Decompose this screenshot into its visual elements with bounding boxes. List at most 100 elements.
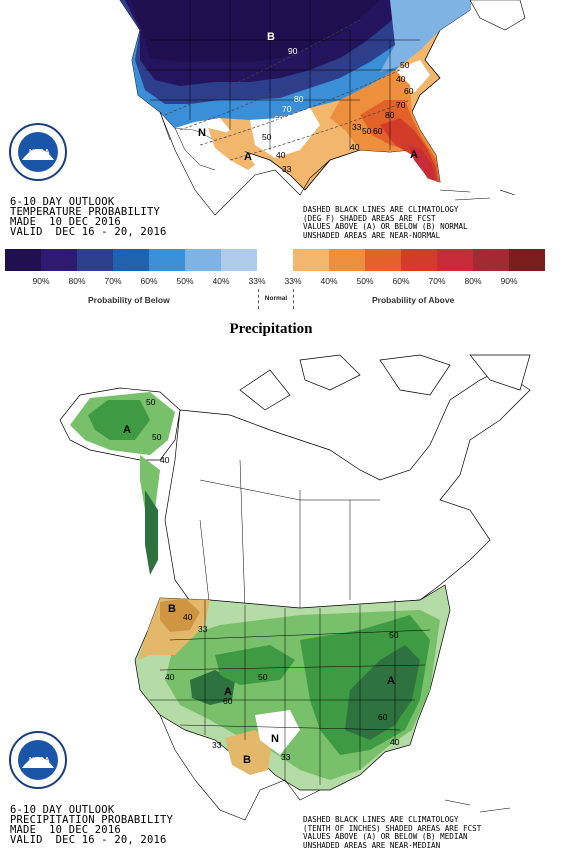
temp-contour-60: 60 — [274, 114, 284, 124]
scale-swatch — [149, 249, 185, 271]
precip-label-near-median: N — [271, 733, 279, 745]
scale-tick-label: 40% — [212, 276, 230, 286]
svg-text:NOAA: NOAA — [29, 149, 50, 156]
precip-conus — [134, 584, 451, 791]
precip-title-line-3: MADE 10 DEC 2016 — [10, 824, 121, 836]
precip-note-line-1: DASHED BLACK LINES ARE CLIMATOLOGY — [303, 815, 459, 824]
temp-contour-90: 90 — [288, 46, 298, 56]
temp-label-below: B — [267, 31, 275, 43]
precip-contour-40c: 40 — [165, 672, 175, 682]
precip-contour-50b: 50 — [152, 432, 162, 442]
temp-contour-e80: 80 — [385, 110, 395, 120]
scale-swatch — [509, 249, 545, 271]
precip-contour-50d: 50 — [389, 630, 399, 640]
precipitation-contour-values: 50 50 40 40 33 40 50 60 50 60 40 33 33 — [146, 397, 400, 762]
precipitation-heading: Precipitation — [229, 321, 313, 337]
precip-islands — [444, 799, 511, 813]
temp-title-line-1: 6-10 DAY OUTLOOK — [10, 196, 115, 208]
precip-contour-50c: 50 — [258, 672, 268, 682]
scale-tick-label: 90% — [500, 276, 518, 286]
scale-swatch — [257, 249, 293, 271]
temperature-state-lines — [145, 0, 420, 171]
noaa-logo-temperature: NOAA — [9, 123, 67, 181]
temp-note-line-3: VALUES ABOVE (A) OR BELOW (B) NORMAL — [303, 222, 468, 231]
scale-swatch — [437, 249, 473, 271]
precip-contour-33a: 33 — [198, 624, 208, 634]
temperature-outlook-map: B A N A 90 80 70 60 50 40 33 50 40 60 70… — [0, 0, 562, 245]
scale-swatch — [329, 249, 365, 271]
svg-text:NOAA: NOAA — [29, 757, 50, 764]
precip-contour-33c: 33 — [281, 752, 291, 762]
precip-label-below-texas: B — [243, 754, 251, 766]
scale-swatch — [113, 249, 149, 271]
precip-title-line-1: 6-10 DAY OUTLOOK — [10, 804, 115, 816]
temp-title-line-4: VALID DEC 16 - 20, 2016 — [10, 226, 167, 238]
precipitation-legend-note: DASHED BLACK LINES ARE CLIMATOLOGY (TENTH… — [303, 815, 482, 850]
precip-label-above-alaska: A — [123, 424, 131, 436]
temp-note-line-4: UNSHADED AREAS ARE NEAR-NORMAL — [303, 230, 441, 240]
scale-swatch — [221, 249, 257, 271]
precip-contour-40d: 40 — [390, 737, 400, 747]
precip-label-below-nw: B — [168, 603, 176, 615]
scale-swatch — [5, 249, 41, 271]
precip-title-line-2: PRECIPITATION PROBABILITY — [10, 814, 174, 826]
scale-tick-label: 60% — [392, 276, 410, 286]
precip-contour-60a: 60 — [223, 696, 233, 706]
scale-tick-label: 33% — [248, 276, 266, 286]
precip-contour-40a: 40 — [160, 455, 170, 465]
temp-title-line-2: TEMPERATURE PROBABILITY — [10, 206, 160, 218]
probability-above-label: Probability of Above — [372, 295, 455, 305]
scale-tick-label: 80% — [464, 276, 482, 286]
temp-contour-80: 80 — [294, 94, 304, 104]
scale-tick-label: 70% — [428, 276, 446, 286]
precip-label-above-rockies: A — [224, 686, 232, 698]
scale-label-spacer — [527, 276, 545, 288]
temp-label-above: A — [244, 151, 252, 163]
temp-contour-40: 40 — [276, 150, 286, 160]
precipitation-outlook-title: 6-10 DAY OUTLOOK PRECIPITATION PROBABILIT… — [10, 804, 174, 846]
precip-canada-outline — [164, 354, 531, 616]
temperature-probability-scale — [5, 249, 545, 271]
precip-note-line-4: UNSHADED AREAS ARE NEAR-MEDIAN — [303, 840, 441, 850]
temperature-scale-tick-labels: 90% 80% 70% 60% 50% 40% 33% 33% 40% 50% 60% 70% 80% 9… — [5, 276, 545, 288]
noaa-logo-precipitation: NOAA — [9, 731, 67, 789]
temp-label-above-se: A — [410, 149, 418, 161]
temp-label-normal: N — [198, 127, 206, 139]
temp-contour-70: 70 — [282, 104, 292, 114]
temperature-contour-values: 90 80 70 60 50 40 33 50 40 60 70 80 33 5… — [262, 46, 414, 174]
scale-tick-label: 40% — [320, 276, 338, 286]
precip-contour-60b: 60 — [378, 712, 388, 722]
precipitation-map-svg: A B A A B N 50 50 40 40 33 40 50 60 50 6… — [9, 354, 531, 821]
scale-label-spacer — [5, 276, 23, 288]
temp-contour-e60: 60 — [404, 86, 414, 96]
temp-contour-e33: 33 — [352, 122, 362, 132]
temp-title-line-3: MADE 10 DEC 2016 — [10, 216, 121, 228]
scale-tick-label: 33% — [284, 276, 302, 286]
precip-title-line-4: VALID DEC 16 - 20, 2016 — [10, 834, 167, 846]
scale-swatch — [473, 249, 509, 271]
precip-contour-33b: 33 — [212, 740, 222, 750]
temp-contour-s40: 40 — [350, 142, 360, 152]
scale-swatch — [41, 249, 77, 271]
scale-swatch — [293, 249, 329, 271]
temp-contour-e40: 40 — [396, 74, 406, 84]
scale-swatch — [185, 249, 221, 271]
precip-canada-province-lines — [199, 459, 380, 611]
temperature-climatology-lines — [164, 19, 411, 161]
precip-note-line-2: (TENTH OF INCHES) SHADED AREAS ARE FCST — [303, 823, 482, 833]
normal-label: Normal — [258, 289, 294, 309]
probability-below-label: Probability of Below — [88, 295, 170, 305]
temperature-map-labels: B A N A — [198, 31, 418, 163]
scale-tick-label: 60% — [140, 276, 158, 286]
temp-contour-50: 50 — [262, 132, 272, 142]
scale-tick-label: 90% — [32, 276, 50, 286]
scale-tick-label: 80% — [68, 276, 86, 286]
temp-contour-e70: 70 — [396, 100, 406, 110]
temp-contour-s60: 60 — [373, 126, 383, 136]
scale-tick-label: 70% — [104, 276, 122, 286]
temperature-coast-outline — [159, 111, 331, 216]
scale-tick-label: 50% — [176, 276, 194, 286]
temp-contour-33: 33 — [282, 164, 292, 174]
scale-swatch — [365, 249, 401, 271]
precip-label-above-east: A — [387, 675, 395, 687]
